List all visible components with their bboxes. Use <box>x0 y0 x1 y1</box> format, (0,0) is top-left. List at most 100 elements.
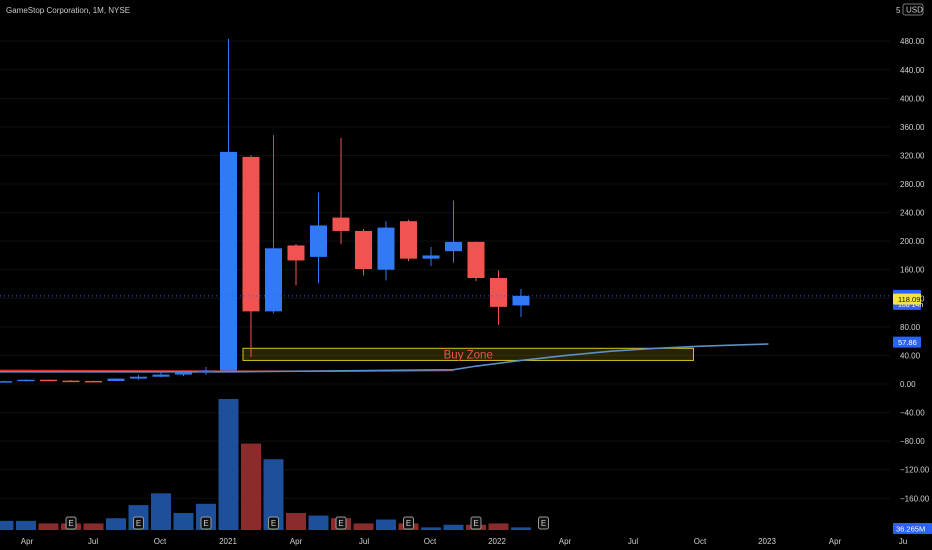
volume-label-box <box>893 523 932 534</box>
price-label-box <box>893 293 921 305</box>
buy-zone[interactable]: Buy Zone <box>242 347 694 361</box>
earnings-marker-label: E <box>473 519 478 528</box>
candle-body <box>152 374 170 377</box>
candle-body <box>85 380 102 383</box>
earnings-marker-label: E <box>406 519 411 528</box>
price-label: 118.09 <box>898 295 920 304</box>
candle-body <box>242 156 260 312</box>
candles[interactable] <box>0 39 530 383</box>
y-tick-label: 240.00 <box>900 209 925 218</box>
volume-bars <box>0 399 531 530</box>
x-tick-label: Jul <box>628 537 638 546</box>
x-tick-label: Oct <box>694 537 707 546</box>
x-tick-label: Ju <box>899 537 907 546</box>
candle-body <box>265 248 282 312</box>
chart-grid <box>0 40 890 499</box>
earnings-marker-box <box>268 516 279 530</box>
volume-bar <box>353 523 374 530</box>
price-label: 57.86 <box>898 338 917 347</box>
price-label-box <box>893 336 921 348</box>
y-tick-label: −80.00 <box>900 437 925 446</box>
volume-bar <box>286 512 306 530</box>
volume-bar <box>511 527 531 530</box>
earnings-marker-label: E <box>68 519 73 528</box>
earnings-marker: E <box>538 516 549 530</box>
earnings-marker-label: E <box>338 519 343 528</box>
volume-bar <box>488 523 509 530</box>
y-tick-label: 440.00 <box>900 66 925 75</box>
y-tick-label: 40.00 <box>900 351 921 360</box>
x-tick-label: 2021 <box>219 537 237 546</box>
candle-body <box>445 241 462 252</box>
y-tick-label: 360.00 <box>900 123 925 132</box>
time-axis[interactable]: Apr Jul Oct 2021 Apr Jul Oct 2022 Apr Jul Oct 2023 A… <box>21 537 907 546</box>
candle-body <box>197 370 215 373</box>
earnings-marker: E <box>133 516 144 530</box>
earnings-marker-box <box>65 516 77 530</box>
volume-bar <box>0 520 14 530</box>
y-tick-label: 400.00 <box>900 94 925 103</box>
candle-body <box>40 379 57 382</box>
earnings-marker-box <box>200 516 212 530</box>
volume-bar <box>241 443 261 530</box>
earnings-marker-box <box>335 516 347 530</box>
x-tick-label: 2022 <box>488 537 506 546</box>
volume-bar <box>38 523 59 530</box>
earnings-marker: E <box>335 516 347 530</box>
x-tick-label: Jul <box>359 537 369 546</box>
volume-bar <box>421 527 441 530</box>
earnings-marker-label: E <box>203 519 208 528</box>
y-tick-label: 280.00 <box>900 180 925 189</box>
currency-badge[interactable] <box>902 3 924 16</box>
earnings-marker: E <box>65 516 77 530</box>
x-tick-label: Oct <box>154 537 167 546</box>
y-tick-label: 0.00 <box>900 380 916 389</box>
x-tick-label: Oct <box>424 537 437 546</box>
volume-bar <box>263 459 284 530</box>
candle-body <box>130 376 147 379</box>
x-tick-label: Apr <box>559 537 572 546</box>
earnings-marker-box <box>538 516 549 530</box>
y-tick-label: −120.00 <box>900 466 930 475</box>
volume-bar <box>106 518 126 530</box>
y-tick-label: 320.00 <box>900 151 925 160</box>
candle-body <box>287 245 305 261</box>
candle-body <box>377 227 395 270</box>
candle-body <box>490 278 507 307</box>
earnings-marker: E <box>470 516 482 530</box>
x-tick-label: Apr <box>290 537 303 546</box>
earnings-marker-label: E <box>136 519 141 528</box>
volume-bar <box>151 493 171 530</box>
buy-zone-label: Buy Zone <box>444 349 493 361</box>
candle-body <box>355 230 372 270</box>
candle-body <box>107 378 125 382</box>
volume-bar <box>16 520 36 530</box>
earnings-marker-box <box>133 516 144 530</box>
earnings-marker: E <box>200 516 212 530</box>
y-tick-label: 480.00 <box>900 37 925 46</box>
volume-bar <box>218 399 239 530</box>
candle-body <box>512 295 530 306</box>
candle-body <box>422 255 440 259</box>
y-tick-label: −160.00 <box>900 494 930 503</box>
candle-body <box>332 217 350 231</box>
volume-bar <box>376 519 396 530</box>
buy-zone-box <box>242 347 694 361</box>
volume-bar <box>173 512 194 530</box>
x-tick-label: Jul <box>88 537 98 546</box>
earnings-marker-label: E <box>541 519 546 528</box>
chart-title: GameStop Corporation, 1M, NYSE <box>6 6 130 15</box>
candle-body <box>17 379 35 382</box>
volume-bar <box>83 523 104 530</box>
earnings-marker: E <box>403 516 414 530</box>
y-tick-label: 80.00 <box>900 323 921 332</box>
earnings-marker-label: E <box>271 519 276 528</box>
price-label-countdown: 10d 14h <box>898 302 923 309</box>
y-tick-label: 200.00 <box>900 237 925 246</box>
volume-bar <box>308 515 329 530</box>
candle-body <box>220 151 237 371</box>
